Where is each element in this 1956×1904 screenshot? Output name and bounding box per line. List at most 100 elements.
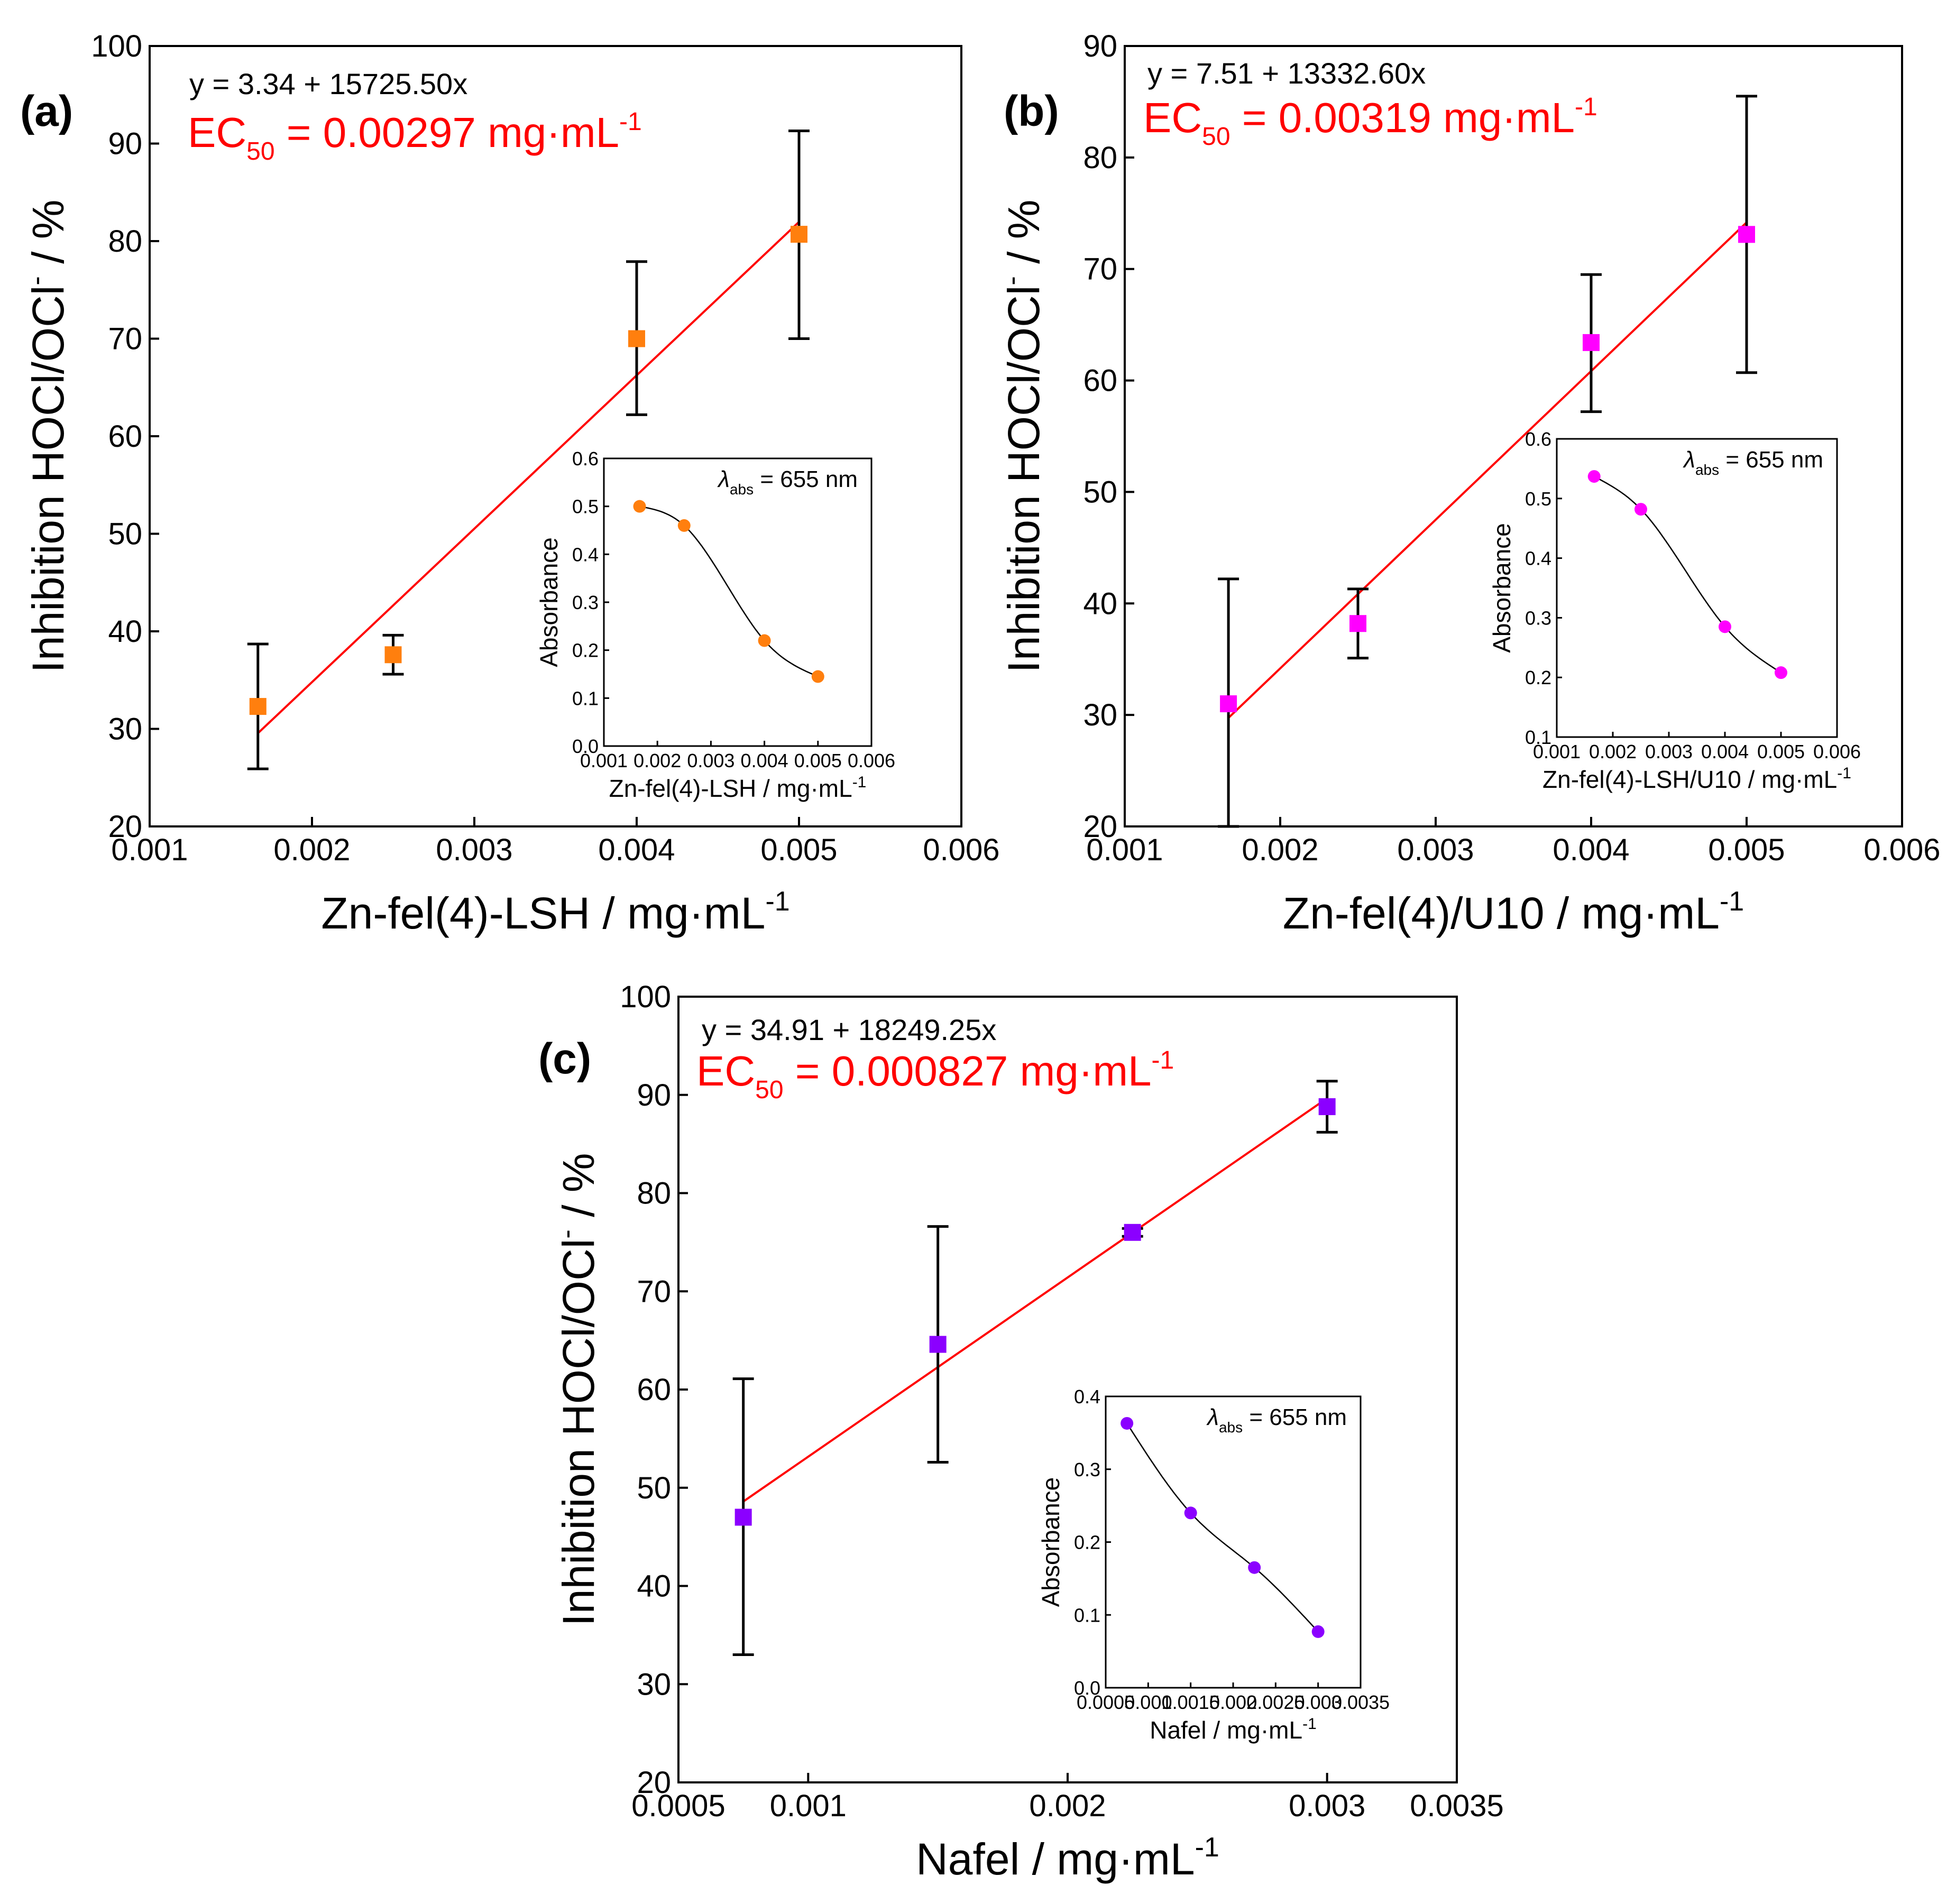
inset-data-point [1311, 1625, 1325, 1638]
panel-label: (b) [1004, 87, 1059, 135]
inset-data-point [633, 500, 646, 513]
x-axis-title-sup: -1 [1195, 1832, 1219, 1863]
inset-y-tick-label: 0.1 [572, 687, 599, 709]
data-point [1583, 334, 1600, 351]
lambda-value: = 655 nm [1243, 1404, 1347, 1430]
y-axis-title-sup: - [552, 1229, 582, 1238]
inset-data-point [1634, 503, 1647, 516]
inset-chart: 0.001 0.002 0.003 0.004 0.005 0.006 0.0 0.1 0.2 0… [535, 448, 895, 802]
ec50-prefix: EC [696, 1047, 755, 1094]
fit-line [742, 1097, 1328, 1503]
inset-curve [1126, 1423, 1319, 1632]
fit-equation: y = 3.34 + 15725.50x [189, 67, 467, 100]
fit-equation: y = 34.91 + 18249.25x [702, 1013, 996, 1046]
inset-y-tick-label: 0.2 [1074, 1532, 1100, 1553]
y-tick-label: 70 [108, 322, 142, 356]
data-point [1349, 615, 1366, 632]
x-tick-label: 0.002 [1029, 1789, 1106, 1823]
y-axis-title-text: Inhibition HOCl/OCl [23, 286, 73, 673]
inset-y-tick-label: 0.1 [1525, 726, 1551, 748]
inset-data-point [1587, 470, 1601, 483]
y-tick-label: 90 [108, 127, 142, 161]
ec50-sub: 50 [1202, 123, 1230, 151]
ec50-prefix: EC [188, 109, 246, 156]
lambda-symbol: λ [1206, 1404, 1219, 1430]
plot-frame [1124, 45, 1903, 827]
fit-line [1227, 222, 1748, 719]
y-tick-label: 60 [108, 419, 142, 454]
ec50-value: = 0.00319 mg·mL [1230, 94, 1575, 141]
x-axis-title: Zn-fel(4)/U10 / mg·mL-1 [1283, 886, 1744, 938]
inset-y-tick-label: 0.5 [572, 496, 599, 518]
inset-frame [1105, 1395, 1362, 1689]
panel-label: (a) [20, 87, 73, 135]
y-tick-label: 80 [637, 1176, 671, 1211]
inset-y-tick-label: 0.3 [572, 592, 599, 613]
data-point [1124, 1224, 1141, 1241]
panel-b: 0.001 0.002 0.003 0.004 0.005 0.006 20 30 40 50 60… [997, 29, 1941, 938]
y-tick-label: 100 [91, 29, 142, 63]
x-axis-title-text: Zn-fel(4)-LSH / mg·mL [321, 888, 765, 938]
inset-y-tick-label: 0.6 [572, 448, 599, 470]
inset-x-axis-title-text: Zn-fel(4)-LSH/U10 / mg·mL [1542, 766, 1837, 793]
data-point [249, 698, 267, 715]
y-axis-title-text: Inhibition HOCl/OCl [554, 1239, 603, 1626]
inset-y-tick-label: 0.2 [572, 640, 599, 661]
data-point [1220, 695, 1237, 713]
inset-x-tick-label: 0.005 [1757, 741, 1805, 762]
x-tick-label: 0.006 [1863, 833, 1940, 867]
inset-y-tick-label: 0.3 [1525, 607, 1551, 629]
y-axis-title-sup: - [997, 276, 1027, 285]
x-tick-label: 0.001 [770, 1789, 847, 1823]
ec50-sup: -1 [619, 108, 642, 136]
inset-y-tick-label: 0.5 [1525, 488, 1551, 510]
x-axis-title: Zn-fel(4)-LSH / mg·mL-1 [321, 886, 789, 938]
inset-x-tick-label: 0.004 [1701, 741, 1749, 762]
inset-data-point [1248, 1561, 1261, 1574]
inset-y-tick-label: 0.4 [1525, 548, 1551, 569]
inset-x-tick-label: 0.0035 [1331, 1691, 1390, 1713]
data-point [628, 330, 645, 347]
y-tick-label: 50 [1083, 475, 1117, 509]
inset-data-point [1121, 1416, 1134, 1430]
inset-x-tick-label: 0.002 [1589, 741, 1637, 762]
inset-x-tick-label: 0.002 [1209, 1691, 1257, 1713]
y-tick-label: 100 [620, 980, 671, 1014]
lambda-sub: abs [1219, 1419, 1243, 1436]
inset-x-axis-title-sup: -1 [1837, 765, 1851, 782]
x-tick-label: 0.003 [1397, 833, 1474, 867]
inset-x-axis-title-text: Nafel / mg·mL [1150, 1716, 1302, 1744]
ec50-annotation: EC50 = 0.00319 mg·mL-1 [1143, 93, 1597, 151]
inset-y-axis-title: Absorbance [535, 537, 563, 667]
y-tick-label: 20 [637, 1765, 671, 1800]
inset-y-tick-label: 0.0 [572, 735, 599, 757]
ec50-sub: 50 [755, 1076, 783, 1104]
inset-x-tick-label: 0.0015 [1162, 1691, 1220, 1713]
inset-data-point [1719, 620, 1731, 633]
ec50-value: = 0.00297 mg·mL [275, 109, 619, 156]
x-axis-title: Nafel / mg·mL-1 [916, 1832, 1219, 1884]
inset-x-tick-label: 0.003 [1294, 1691, 1342, 1713]
x-tick-label: 0.004 [1553, 833, 1629, 867]
lambda-sub: abs [730, 481, 754, 498]
inset-x-axis-title-sup: -1 [1302, 1715, 1317, 1733]
fit-line [257, 221, 800, 734]
y-tick-label: 30 [637, 1667, 671, 1701]
y-tick-label: 70 [637, 1274, 671, 1309]
data-point [791, 226, 807, 243]
inset-x-axis-title: Zn-fel(4)-LSH / mg·mL-1 [609, 774, 867, 802]
y-axis-title-tail: / % [554, 1153, 603, 1230]
data-point [1738, 226, 1755, 243]
ec50-value: = 0.000827 mg·mL [784, 1047, 1152, 1094]
inset-x-tick-label: 0.006 [1813, 741, 1861, 762]
inset-chart: 0.001 0.002 0.003 0.004 0.005 0.006 0.1 0.2 0.3 0… [1488, 428, 1861, 793]
inset-y-tick-label: 0.1 [1074, 1604, 1100, 1626]
ec50-sup: -1 [1152, 1046, 1174, 1074]
y-tick-label: 20 [108, 810, 142, 844]
y-tick-label: 30 [108, 712, 142, 747]
inset-x-tick-label: 0.0005 [1077, 1691, 1135, 1713]
inset-y-tick-label: 0.3 [1074, 1459, 1100, 1480]
y-tick-label: 60 [637, 1373, 671, 1407]
y-axis-title-sup: - [21, 276, 52, 285]
